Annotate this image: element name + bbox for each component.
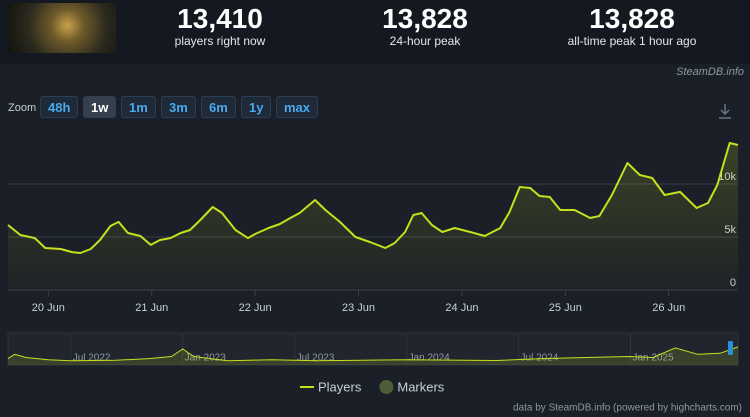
stat: 13,828 24-hour peak — [325, 3, 525, 49]
stat: 13,410 players right now — [120, 3, 320, 49]
x-tick-label: 23 Jun — [342, 302, 375, 314]
stat-value: 13,828 — [382, 3, 468, 34]
navigator-tick-label: Jan 2024 — [409, 353, 451, 364]
stat: 13,828 all-time peak 1 hour ago — [532, 3, 732, 49]
zoom-button[interactable]: 48h — [40, 96, 79, 118]
stat-label: players right now — [174, 34, 266, 48]
stat-label: 24-hour peak — [389, 34, 461, 48]
x-tick-label: 26 Jun — [652, 302, 685, 314]
navigator-line — [7, 346, 739, 362]
navigator-area — [8, 346, 738, 365]
zoom-button[interactable]: max — [276, 96, 319, 118]
navigator-tick-label: Jul 2023 — [297, 353, 335, 364]
x-tick-label: 21 Jun — [135, 302, 168, 314]
x-tick-label: 20 Jun — [32, 302, 65, 314]
zoom-button[interactable]: 3m — [161, 96, 196, 118]
navigator-tick-label: Jan 2025 — [633, 353, 675, 364]
legend-label: Markers — [397, 379, 444, 394]
zoom-label: Zoom — [8, 102, 37, 114]
zoom-button[interactable]: 1y — [241, 96, 272, 118]
header: 13,410 players right now 13,828 24-hour pe… — [0, 0, 750, 64]
credits: data by SteamDB.info (powered by highcha… — [513, 403, 742, 414]
navigator-tick-label: Jul 2022 — [73, 353, 111, 364]
x-tick-label: 24 Jun — [445, 302, 478, 314]
navigator-tick-label: Jul 2024 — [521, 353, 559, 364]
line — [7, 142, 739, 254]
x-tick-label: 25 Jun — [549, 302, 582, 314]
game-thumbnail — [8, 3, 116, 53]
stat-value: 13,410 — [177, 3, 263, 34]
navigator-handle — [728, 341, 733, 355]
stat-label: all-time peak 1 hour ago — [567, 34, 697, 48]
stat-value: 13,828 — [589, 3, 675, 34]
watermark: SteamDB.info — [676, 66, 744, 78]
legend-symbol — [379, 380, 394, 394]
zoom-button[interactable]: 1w — [83, 96, 117, 118]
zoom-button[interactable]: 6m — [201, 96, 236, 118]
legend-label: Players — [318, 379, 362, 394]
zoom-button[interactable]: 1m — [121, 96, 156, 118]
area-fill — [8, 143, 738, 290]
x-tick-label: 22 Jun — [239, 302, 272, 314]
download-icon[interactable] — [719, 104, 731, 119]
